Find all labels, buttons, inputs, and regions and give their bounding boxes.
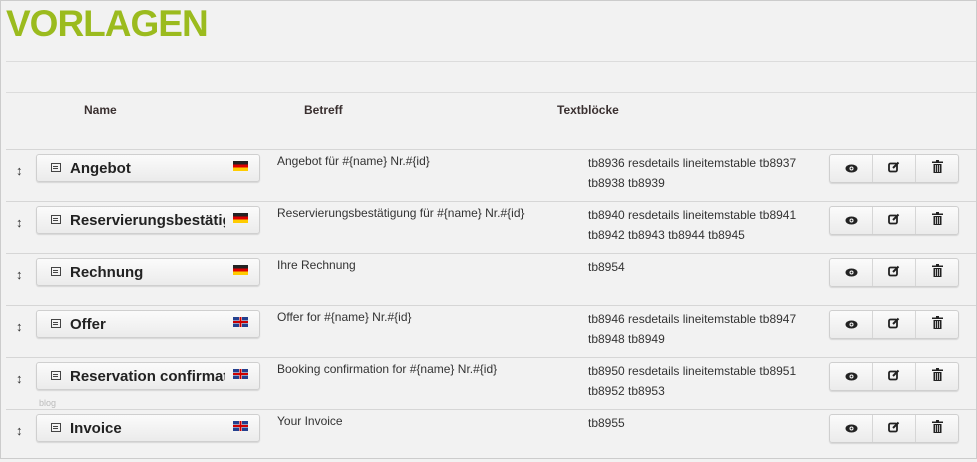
table-row: ↕ Reservierungsbestätig Reservierungsbes…	[6, 201, 976, 254]
column-header-textblocks: Textblöcke	[557, 103, 619, 117]
template-name-button[interactable]: Offer	[36, 310, 260, 338]
edit-button[interactable]	[873, 415, 916, 442]
table-row: blog ↕ Invoice Your Invoice tb8955	[6, 398, 976, 462]
uk-flag-icon	[233, 421, 248, 431]
edit-icon	[888, 420, 900, 438]
action-group	[829, 310, 959, 339]
edit-button[interactable]	[873, 207, 916, 234]
template-name: Offer	[70, 316, 106, 333]
divider	[6, 92, 976, 93]
eye-icon	[845, 368, 858, 386]
template-icon	[51, 215, 61, 224]
table-row: ↕ Offer Offer for #{name} Nr.#{id} tb894…	[6, 305, 976, 358]
view-button[interactable]	[830, 259, 873, 286]
action-group	[829, 206, 959, 235]
template-icon	[51, 423, 61, 432]
table-row: ↕ Reservation confirmati Booking confirm…	[6, 357, 976, 410]
trash-icon	[931, 419, 943, 438]
german-flag-icon	[233, 213, 248, 223]
edit-icon	[888, 368, 900, 386]
template-name: Rechnung	[70, 264, 144, 281]
template-subject: Offer for #{name} Nr.#{id}	[277, 310, 412, 324]
eye-icon	[845, 316, 858, 334]
template-icon	[51, 319, 61, 328]
template-name: Reservation confirmati	[70, 368, 225, 385]
drag-handle-icon[interactable]: ↕	[16, 163, 23, 178]
edit-icon	[888, 316, 900, 334]
uk-flag-icon	[233, 317, 248, 327]
edit-button[interactable]	[873, 311, 916, 338]
edit-icon	[888, 160, 900, 178]
template-textblocks: tb8954	[588, 260, 625, 274]
template-name-button[interactable]: Reservation confirmati	[36, 362, 260, 390]
view-button[interactable]	[830, 415, 873, 442]
trash-icon	[931, 263, 943, 282]
column-header-subject: Betreff	[304, 103, 343, 117]
template-icon	[51, 267, 61, 276]
template-name-button[interactable]: Angebot	[36, 154, 260, 182]
action-group	[829, 414, 959, 443]
template-name: Angebot	[70, 160, 131, 177]
eye-icon	[845, 212, 858, 230]
template-name-button[interactable]: Invoice	[36, 414, 260, 442]
eye-icon	[845, 160, 858, 178]
drag-handle-icon[interactable]: ↕	[16, 267, 23, 282]
table-row: ↕ Rechnung Ihre Rechnung tb8954	[6, 253, 976, 306]
view-button[interactable]	[830, 363, 873, 390]
eye-icon	[845, 420, 858, 438]
drag-handle-icon[interactable]: ↕	[16, 215, 23, 230]
divider	[6, 61, 976, 62]
delete-button[interactable]	[916, 155, 958, 182]
delete-button[interactable]	[916, 415, 958, 442]
delete-button[interactable]	[916, 259, 958, 286]
template-subject: Reservierungsbestätigung für #{name} Nr.…	[277, 206, 525, 220]
edit-button[interactable]	[873, 259, 916, 286]
template-textblocks: tb8950 resdetails lineitemstable tb8951 …	[588, 364, 797, 398]
eye-icon	[845, 264, 858, 282]
template-textblocks: tb8940 resdetails lineitemstable tb8941 …	[588, 208, 797, 242]
edit-icon	[888, 264, 900, 282]
delete-button[interactable]	[916, 363, 958, 390]
drag-handle-icon[interactable]: ↕	[16, 319, 23, 334]
drag-handle-icon[interactable]: ↕	[16, 371, 23, 386]
template-icon	[51, 163, 61, 172]
view-button[interactable]	[830, 311, 873, 338]
edit-button[interactable]	[873, 155, 916, 182]
trash-icon	[931, 159, 943, 178]
edit-icon	[888, 212, 900, 230]
template-textblocks: tb8946 resdetails lineitemstable tb8947 …	[588, 312, 797, 346]
view-button[interactable]	[830, 155, 873, 182]
ghost-label: blog	[39, 398, 57, 408]
template-name-button[interactable]: Rechnung	[36, 258, 260, 286]
view-button[interactable]	[830, 207, 873, 234]
template-subject: Your Invoice	[277, 414, 343, 428]
action-group	[829, 362, 959, 391]
delete-button[interactable]	[916, 311, 958, 338]
edit-button[interactable]	[873, 363, 916, 390]
template-subject: Ihre Rechnung	[277, 258, 356, 272]
delete-button[interactable]	[916, 207, 958, 234]
column-header-name: Name	[84, 103, 117, 117]
trash-icon	[931, 315, 943, 334]
template-name: Invoice	[70, 420, 122, 437]
drag-handle-icon[interactable]: ↕	[16, 423, 23, 438]
trash-icon	[931, 367, 943, 386]
template-subject: Angebot für #{name} Nr.#{id}	[277, 154, 430, 168]
template-subject: Booking confirmation for #{name} Nr.#{id…	[277, 362, 498, 376]
template-textblocks: tb8955	[588, 416, 625, 430]
german-flag-icon	[233, 161, 248, 171]
template-textblocks: tb8936 resdetails lineitemstable tb8937 …	[588, 156, 797, 190]
template-name: Reservierungsbestätig	[70, 212, 225, 229]
german-flag-icon	[233, 265, 248, 275]
uk-flag-icon	[233, 369, 248, 379]
trash-icon	[931, 211, 943, 230]
page-title: VORLAGEN	[6, 3, 209, 44]
template-icon	[51, 371, 61, 380]
template-name-button[interactable]: Reservierungsbestätig	[36, 206, 260, 234]
table-row: ↕ Angebot Angebot für #{name} Nr.#{id} t…	[6, 149, 976, 202]
action-group	[829, 154, 959, 183]
action-group	[829, 258, 959, 287]
